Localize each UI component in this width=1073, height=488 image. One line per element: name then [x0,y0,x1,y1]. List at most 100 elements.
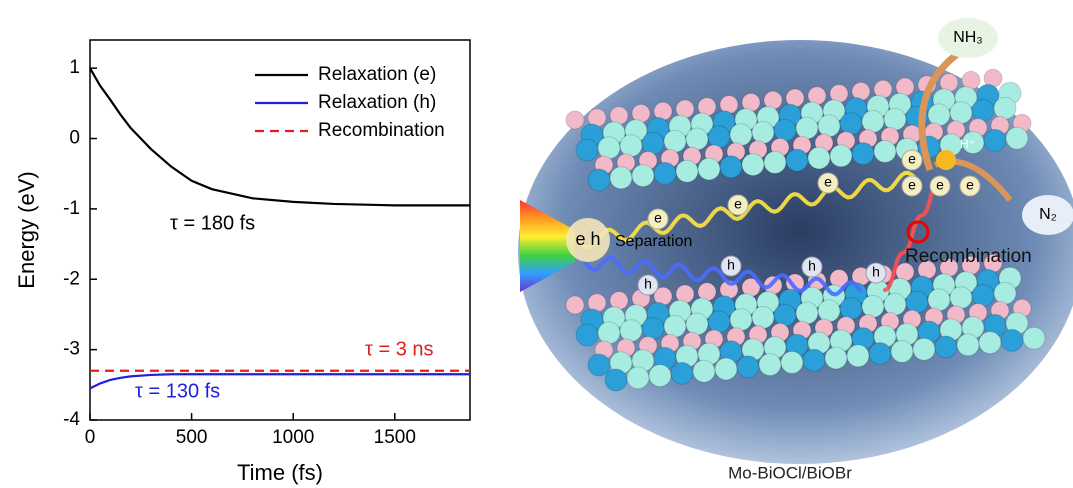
hole [801,256,823,278]
atom [697,157,721,181]
electron [901,149,923,171]
y-tick-label: -4 [63,409,80,430]
y-tick-label: -3 [63,339,80,360]
legend-label: Recombination [318,120,445,141]
electron-label: e [824,174,832,190]
atom [685,312,709,336]
atom [890,339,914,363]
x-tick-label: 1000 [272,427,314,448]
atom [780,350,804,374]
legend-label: Relaxation (h) [318,92,436,113]
electron-label: e [908,151,916,167]
bubble [938,18,998,58]
atom [763,150,787,174]
atom [795,301,819,325]
recombination-label: Recombination [905,246,1032,267]
atom [839,297,863,321]
atom [817,299,841,323]
atom [648,364,672,388]
electron [647,208,669,230]
y-tick-label: 1 [69,57,80,78]
atom [758,353,782,377]
atom [807,146,831,170]
atom [949,101,973,125]
atom [587,353,611,377]
y-tick-label: 0 [69,128,80,149]
product-label: NH₃ [953,29,983,46]
atom [692,359,716,383]
carrier-path [578,170,917,250]
atom [663,314,687,338]
pair-bubble [566,218,610,262]
atom [575,323,599,347]
electron [901,175,923,197]
atom [927,288,951,312]
atom [934,335,958,359]
atom [604,368,628,392]
electron [959,175,981,197]
atom [971,98,995,122]
atom [565,110,585,130]
atom [675,159,699,183]
atom [641,131,665,155]
electron [727,194,749,216]
atom [773,118,797,142]
caption: Mo-BiOCl/BiOBr [728,463,852,482]
atom [983,128,1007,152]
electron-label: e [966,177,974,193]
y-axis-label: Energy (eV) [14,171,39,288]
x-tick-label: 0 [85,427,96,448]
carrier-path [583,255,862,297]
atom [653,161,677,185]
atom [751,120,775,144]
hole [865,262,887,284]
atom [663,129,687,153]
atom [1022,326,1046,350]
atom [597,136,621,160]
atom [861,294,885,318]
atom [1000,328,1024,352]
x-axis-label: Time (fs) [237,460,323,485]
y-tick-label: -2 [63,268,80,289]
atom [993,281,1017,305]
annotation: τ = 180 fs [170,212,255,234]
atom [736,355,760,379]
series-line [89,373,470,390]
atom [714,357,738,381]
atom [707,125,731,149]
electron-label: e [734,196,742,212]
atom [773,303,797,327]
light-wedge [520,200,575,292]
electron-label: e [908,177,916,193]
atom [631,164,655,188]
series-line [89,67,470,207]
atom [949,286,973,310]
atom [861,109,885,133]
hole-label: h [808,258,816,274]
atom [609,166,633,190]
proton [936,150,956,170]
bubble [1022,195,1073,235]
x-tick-label: 1500 [374,427,416,448]
pair-label: e h [575,229,600,249]
atom [619,134,643,158]
atom [587,168,611,192]
atom [993,96,1017,120]
plot-frame [89,39,471,421]
annotation: τ = 130 fs [135,380,220,402]
separation-label: Separation [615,233,692,250]
hole-label: h [727,257,735,273]
atom [707,310,731,334]
atom [597,321,621,345]
atom [961,131,985,155]
atom [956,333,980,357]
atom [905,290,929,314]
atom [912,337,936,361]
atom [846,344,870,368]
hole [637,274,659,296]
atom [670,361,694,385]
reactant-label: N₂ [1039,206,1057,223]
atom [868,342,892,366]
